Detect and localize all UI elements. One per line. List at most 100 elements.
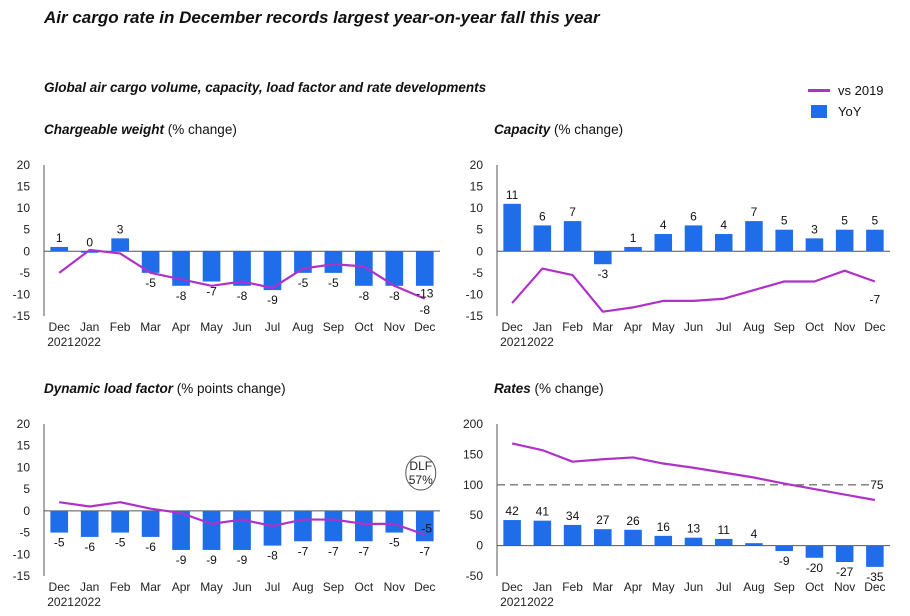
bar xyxy=(654,535,673,546)
y-tick-label: 0 xyxy=(476,244,483,258)
bar-value-label: -20 xyxy=(806,561,824,575)
x-tick-label: Jul xyxy=(265,320,280,334)
line-series-vs-2019 xyxy=(511,267,876,313)
chart-panel-2: -15 -10 -5 0 5 10 15 20 11 6 7 -3 1 4 6 4 7 5 3 5 5 -7 Dec Jan F… xyxy=(466,158,890,349)
dlf-annotation-bubble xyxy=(405,455,437,491)
y-tick-label: 10 xyxy=(470,201,484,215)
x-tick-label: Jun xyxy=(232,320,251,334)
x-tick-label: Jan xyxy=(533,580,552,594)
bar xyxy=(714,538,733,546)
bar-value-label: -9 xyxy=(237,553,248,567)
x-tick-label: Sep xyxy=(323,320,345,334)
bar-value-label: 0 xyxy=(86,235,93,249)
bar xyxy=(835,229,854,252)
bar-value-label: -9 xyxy=(176,553,187,567)
bar-value-label: 11 xyxy=(717,523,730,537)
y-tick-label: 15 xyxy=(470,180,484,194)
bar xyxy=(50,246,69,252)
x-tick-label: Feb xyxy=(110,580,131,594)
bar-value-label: 7 xyxy=(751,205,758,219)
bar xyxy=(324,510,343,542)
bar xyxy=(624,246,642,252)
legend-line-swatch xyxy=(808,89,830,92)
bar xyxy=(503,203,521,252)
bar-value-label: -5 xyxy=(145,276,156,290)
bar xyxy=(684,225,703,252)
bar xyxy=(745,221,763,252)
bar-value-label: -5 xyxy=(298,276,309,290)
y-tick-label: 10 xyxy=(17,201,31,215)
line-series-vs-2019 xyxy=(59,501,426,536)
bar xyxy=(355,510,373,542)
bar-value-label: 34 xyxy=(566,509,580,523)
x-tick-label: Nov xyxy=(834,320,855,334)
y-tick-label: 5 xyxy=(476,223,483,237)
y-tick-label: -10 xyxy=(466,287,484,301)
y-tick-label: 5 xyxy=(23,482,30,496)
bar xyxy=(684,537,703,546)
y-tick-label: 0 xyxy=(23,504,30,518)
y-tick-label: -50 xyxy=(466,569,484,583)
x-tick-label: Dec xyxy=(414,320,435,334)
bar xyxy=(594,251,612,265)
bar-value-label: 4 xyxy=(751,527,758,541)
x-tick-label: Feb xyxy=(110,320,131,334)
bar-value-label: 7 xyxy=(569,205,576,219)
panel-title-bold: Chargeable weight xyxy=(44,122,165,137)
bar xyxy=(233,251,251,286)
x-tick-label: Apr xyxy=(624,320,643,334)
x-tick-label: Dec xyxy=(49,320,70,334)
bar-value-label: -8 xyxy=(176,289,187,303)
bar xyxy=(415,251,434,286)
bar xyxy=(202,510,221,550)
y-tick-label: -5 xyxy=(19,526,30,540)
x-tick-label: Dec xyxy=(501,580,522,594)
x-tick-label: May xyxy=(652,320,675,334)
bar xyxy=(294,510,312,542)
panel-title-chargeable-weight: Chargeable weight (% change) xyxy=(44,122,237,137)
year-label: 2021 xyxy=(47,335,74,349)
bar xyxy=(563,221,582,252)
line-end-label: 75 xyxy=(870,478,884,492)
x-tick-label: Oct xyxy=(355,320,374,334)
bar xyxy=(714,234,733,252)
x-tick-label: Mar xyxy=(140,320,161,334)
dlf-annotation-label: DLF xyxy=(409,459,432,473)
bar xyxy=(805,238,824,252)
x-tick-label: Mar xyxy=(592,320,613,334)
bar-value-label: 4 xyxy=(660,218,667,232)
bar-value-label: 6 xyxy=(690,209,697,223)
x-tick-label: Apr xyxy=(624,580,643,594)
year-label: 2022 xyxy=(74,335,101,349)
x-tick-label: Dec xyxy=(864,580,885,594)
bar xyxy=(503,520,521,546)
x-tick-label: Jan xyxy=(80,580,99,594)
bar-value-label: -8 xyxy=(419,303,430,317)
x-tick-label: Aug xyxy=(743,320,764,334)
year-label: 2021 xyxy=(47,595,74,609)
line-end-label: -5 xyxy=(421,522,432,536)
year-label: 2022 xyxy=(527,335,554,349)
dlf-annotation-value: 57% xyxy=(409,473,433,487)
bar xyxy=(385,251,404,286)
x-tick-label: Oct xyxy=(355,580,374,594)
bar xyxy=(50,510,69,533)
panel-title-dynamic-load-factor: Dynamic load factor (% points change) xyxy=(44,381,286,396)
bar-value-label: 3 xyxy=(117,222,124,236)
x-tick-label: Sep xyxy=(774,580,796,594)
bar-value-label: -9 xyxy=(779,554,790,568)
y-tick-label: 20 xyxy=(17,158,31,172)
bar xyxy=(172,510,190,550)
chart-panel-4: -50 0 50 100 150 200 42 41 34 27 26 16 13 11 4 -9 -20 -27… xyxy=(463,417,890,609)
y-tick-label: -15 xyxy=(13,309,31,323)
bar-value-label: -6 xyxy=(145,540,156,554)
y-tick-label: 50 xyxy=(470,508,484,522)
y-tick-label: 5 xyxy=(23,223,30,237)
x-tick-label: Dec xyxy=(49,580,70,594)
panel-title-bold: Dynamic load factor xyxy=(44,381,174,396)
x-tick-label: Jun xyxy=(684,320,703,334)
x-tick-label: May xyxy=(652,580,675,594)
legend-item-bar: YoY xyxy=(808,101,884,122)
year-label: 2021 xyxy=(500,595,527,609)
